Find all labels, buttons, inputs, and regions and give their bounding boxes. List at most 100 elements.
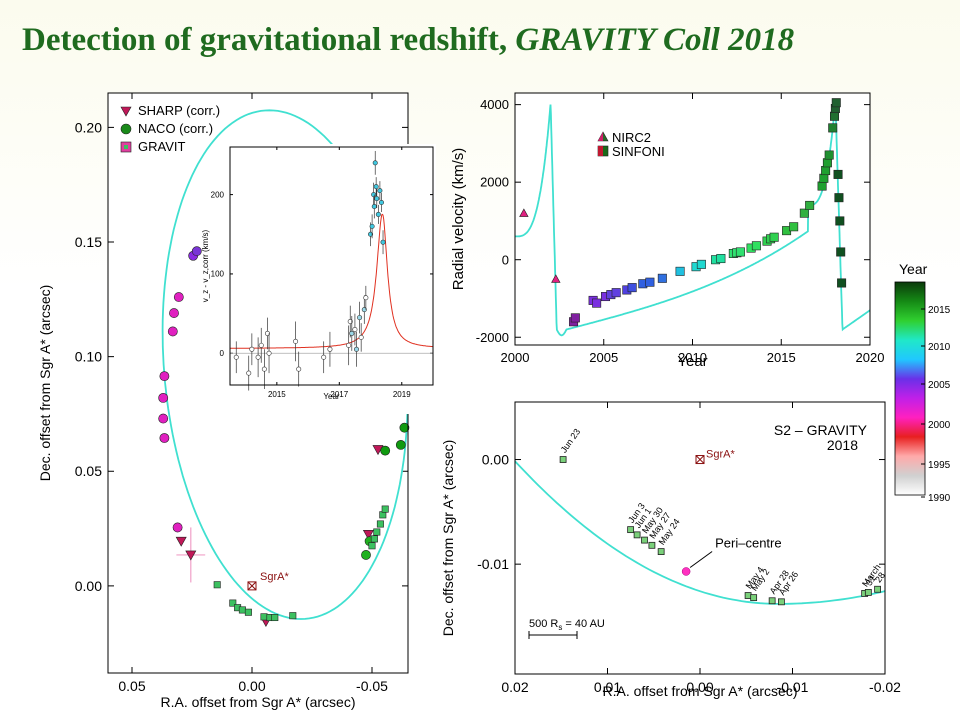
orbit-point-square xyxy=(381,505,389,513)
x-tick-label: 2017 xyxy=(330,390,348,399)
rv-point-square xyxy=(821,166,831,176)
rv-point-square xyxy=(592,298,602,308)
rv-plot-background xyxy=(515,93,870,345)
colorbar-tick-label: 2000 xyxy=(928,420,951,431)
inset-point xyxy=(261,366,267,372)
y-axis-label: v_z - v_z,corr (km/s) xyxy=(201,229,210,302)
gravity-point-label: 28 xyxy=(873,570,887,584)
sgra-cross xyxy=(247,581,257,591)
orbit-point-circle xyxy=(159,433,170,443)
x-tick-label: 2015 xyxy=(268,390,286,399)
rv-legend-label: NIRC2 xyxy=(612,130,651,145)
y-tick-label: -2000 xyxy=(476,330,509,345)
pericentre-pointer xyxy=(689,551,713,568)
orbit-point-circle xyxy=(395,439,406,450)
gravity-point xyxy=(874,585,881,593)
x-axis-label: R.A. offset from Sgr A* (arcsec) xyxy=(160,694,355,710)
x-tick-label: 2005 xyxy=(589,350,618,365)
rv-point-square xyxy=(735,247,745,257)
x-tick-label: 0.01 xyxy=(594,679,621,695)
slide-title-plain: Detection of gravitational redshift, xyxy=(22,22,516,58)
y-tick-label: 0.00 xyxy=(482,451,509,467)
gravity-point xyxy=(641,536,648,544)
inset-point xyxy=(347,319,353,325)
x-tick-label: 2015 xyxy=(767,350,796,365)
legend-label: SHARP (corr.) xyxy=(138,103,220,118)
pericentre-label: Peri–centre xyxy=(715,535,781,550)
inset-point xyxy=(321,354,327,360)
inset-point xyxy=(264,330,270,336)
redshift-model-line xyxy=(230,213,433,349)
rv-legend-marker-half xyxy=(598,132,603,141)
x-tick-label: 2019 xyxy=(393,390,411,399)
orbit-point-square xyxy=(238,606,246,614)
rv-point-square xyxy=(822,158,832,168)
inset-point xyxy=(349,330,355,336)
gravity-panel: 0.02 0.01 0.00 -0.01 -0.020.00-0.01R.A. offs… xyxy=(440,401,901,699)
orbit-point-square xyxy=(376,520,384,528)
orbit-point-square xyxy=(229,599,237,607)
x-tick-label: 2010 xyxy=(678,350,707,365)
inset-point xyxy=(296,366,302,372)
year-colorbar: Year 2015 2010 2005 2000 1995 1990 xyxy=(894,261,951,504)
y-axis-label: Radial velocity (km/s) xyxy=(450,148,467,291)
colorbar-tick-label: 2015 xyxy=(928,305,951,316)
y-tick-label: 0.20 xyxy=(75,119,102,135)
gravity-title: S2 – GRAVITY xyxy=(774,422,868,438)
x-tick-label: 0.02 xyxy=(501,679,528,695)
gravity-point xyxy=(559,456,567,463)
rv-point-square xyxy=(836,247,846,257)
gravity-point xyxy=(864,589,872,596)
colorbar-tick-label: 1995 xyxy=(928,460,951,471)
inset-point xyxy=(368,231,374,237)
scalebar-label: 500 Rs = 40 AU xyxy=(529,618,605,632)
colorbar-tick-label: 1990 xyxy=(928,493,951,504)
orbit-point-circle xyxy=(191,246,202,257)
gravity-orbit-line xyxy=(514,460,886,605)
orbit-point-square xyxy=(370,535,378,543)
orbit-point-circle xyxy=(173,292,184,302)
rv-point-square xyxy=(835,216,845,226)
y-tick-label: 0.15 xyxy=(75,234,102,250)
gravity-frame xyxy=(514,401,886,675)
orbit-point-square xyxy=(271,614,279,622)
orbit-point-triangle-down xyxy=(175,536,187,547)
inset-point xyxy=(363,295,369,301)
colorbar-tick-label: 2010 xyxy=(928,342,951,353)
gravity-point xyxy=(633,531,641,539)
rv-legend-marker-half xyxy=(598,146,603,156)
orbit-point-circle xyxy=(158,413,169,424)
legend-marker-inner xyxy=(124,145,128,149)
slide-title-italic: GRAVITY Coll 2018 xyxy=(515,22,795,58)
sgra-marker xyxy=(247,581,257,591)
y-tick-label: 4000 xyxy=(480,97,509,112)
rv-point-triangle-up xyxy=(551,274,561,283)
rv-point-square xyxy=(829,111,839,121)
inset-point xyxy=(380,239,386,245)
inset-point xyxy=(374,196,380,202)
inset-point xyxy=(293,338,299,344)
gravity-plot-background xyxy=(515,402,885,674)
orbit-point-circle xyxy=(169,308,179,318)
gravity-point-label: 31 xyxy=(864,574,878,588)
orbit-point-square xyxy=(368,542,376,550)
orbit-point-square xyxy=(373,528,381,536)
inset-point xyxy=(352,326,358,332)
x-axis-label: R.A. offset from Sgr A* (arcsec) xyxy=(602,683,797,699)
inset-point xyxy=(358,334,364,340)
x-tick-label: -0.01 xyxy=(777,679,809,695)
gravity-sgra-marker xyxy=(695,455,705,465)
x-tick-label: 0.05 xyxy=(118,678,145,694)
orbit-point-circle xyxy=(172,522,183,533)
gravity-subtitle: 2018 xyxy=(827,437,858,453)
inset-point xyxy=(372,160,378,166)
y-tick-label: 0 xyxy=(502,252,509,267)
inset-point xyxy=(378,200,384,206)
inset-point xyxy=(357,315,363,321)
orbit-point-circle xyxy=(158,393,169,403)
y-axis-label: Dec. offset from Sgr A* (arcsec) xyxy=(37,285,53,482)
x-tick-label: 0.00 xyxy=(686,679,713,695)
inset-frame xyxy=(229,146,434,386)
orbit-point-triangle-down xyxy=(185,550,197,561)
